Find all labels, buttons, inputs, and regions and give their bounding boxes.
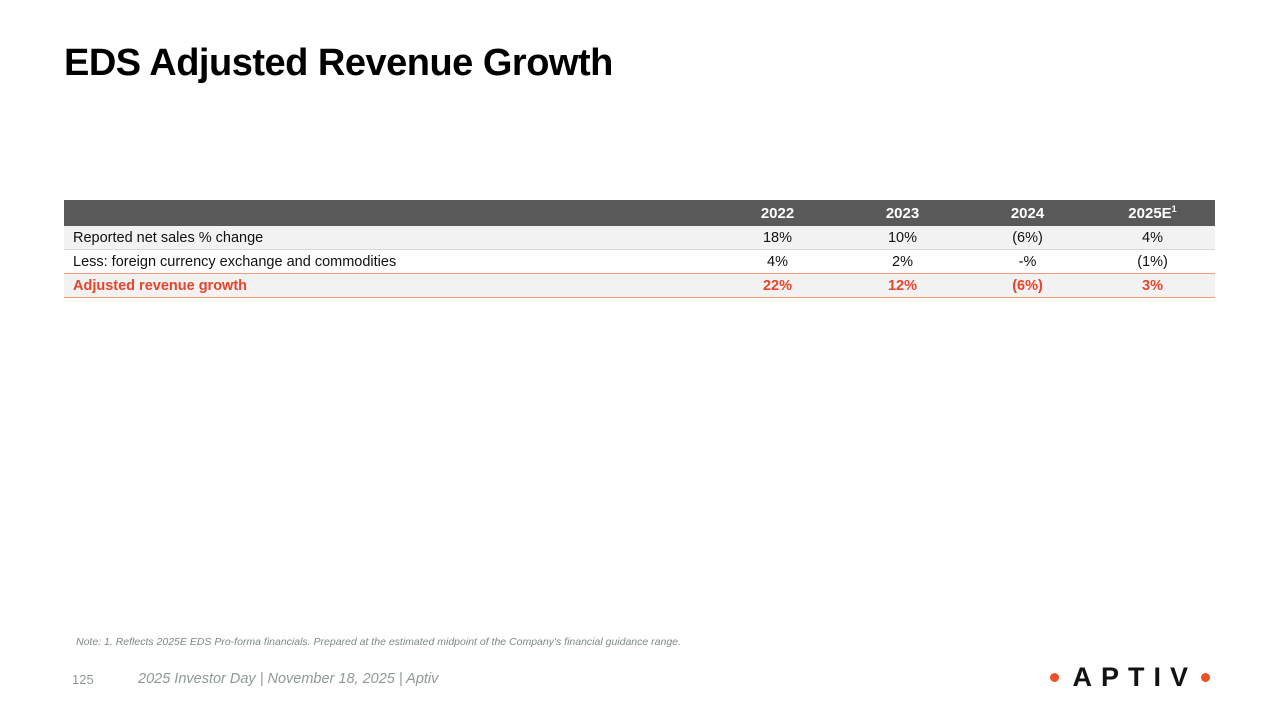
row-value: 2% (840, 249, 965, 274)
revenue-table: 2022 2023 2024 2025E1 Reported net sales % … (64, 200, 1215, 298)
logo-dot-left (1050, 673, 1060, 682)
column-header-2024: 2024 (965, 200, 1090, 226)
row-value: 4% (1142, 229, 1163, 246)
footnote: Note: 1. Reflects 2025E EDS Pro-forma fi… (76, 636, 681, 648)
column-header-2022: 2022 (715, 200, 840, 226)
footer-text: 2025 Investor Day | November 18, 2025 | … (138, 671, 439, 687)
page-number: 125 (72, 672, 94, 687)
row-value: 12% (840, 273, 965, 298)
table-row: Adjusted revenue growth 22% 12% (6%) 3% (64, 273, 1215, 298)
row-value: (6%) (965, 273, 1090, 298)
row-label: Reported net sales % change (73, 229, 264, 246)
column-header-2025E: 2025E1 (1090, 200, 1215, 226)
revenue-table-body: Reported net sales % change 18% 10% (6%) 4% L… (64, 226, 1215, 298)
row-value: 18% (762, 229, 793, 246)
table-row: Reported net sales % change 18% 10% (6%) 4% (64, 226, 1215, 250)
table-header-empty-cell (64, 200, 715, 226)
row-value: (1%) (1090, 249, 1215, 274)
logo-dot-right (1201, 673, 1210, 682)
table-row: Less: foreign currency exchange and comm… (64, 249, 1215, 274)
table-header-row: 2022 2023 2024 2025E1 (64, 200, 1215, 226)
logo-wordmark: APTIV (1072, 662, 1197, 692)
row-value: -% (965, 249, 1090, 274)
row-value: 10% (887, 229, 918, 246)
column-header-2023: 2023 (840, 200, 965, 226)
page-title: EDS Adjusted Revenue Growth (64, 42, 613, 84)
row-label: Adjusted revenue growth (64, 273, 715, 298)
row-value: 22% (715, 273, 840, 298)
row-label: Less: foreign currency exchange and comm… (64, 249, 715, 274)
aptiv-logo: APTIV (1050, 664, 1210, 691)
row-value: 3% (1090, 273, 1215, 298)
column-header-superscript: 1 (1171, 203, 1177, 214)
row-value: 4% (715, 249, 840, 274)
row-value: (6%) (1012, 229, 1043, 246)
